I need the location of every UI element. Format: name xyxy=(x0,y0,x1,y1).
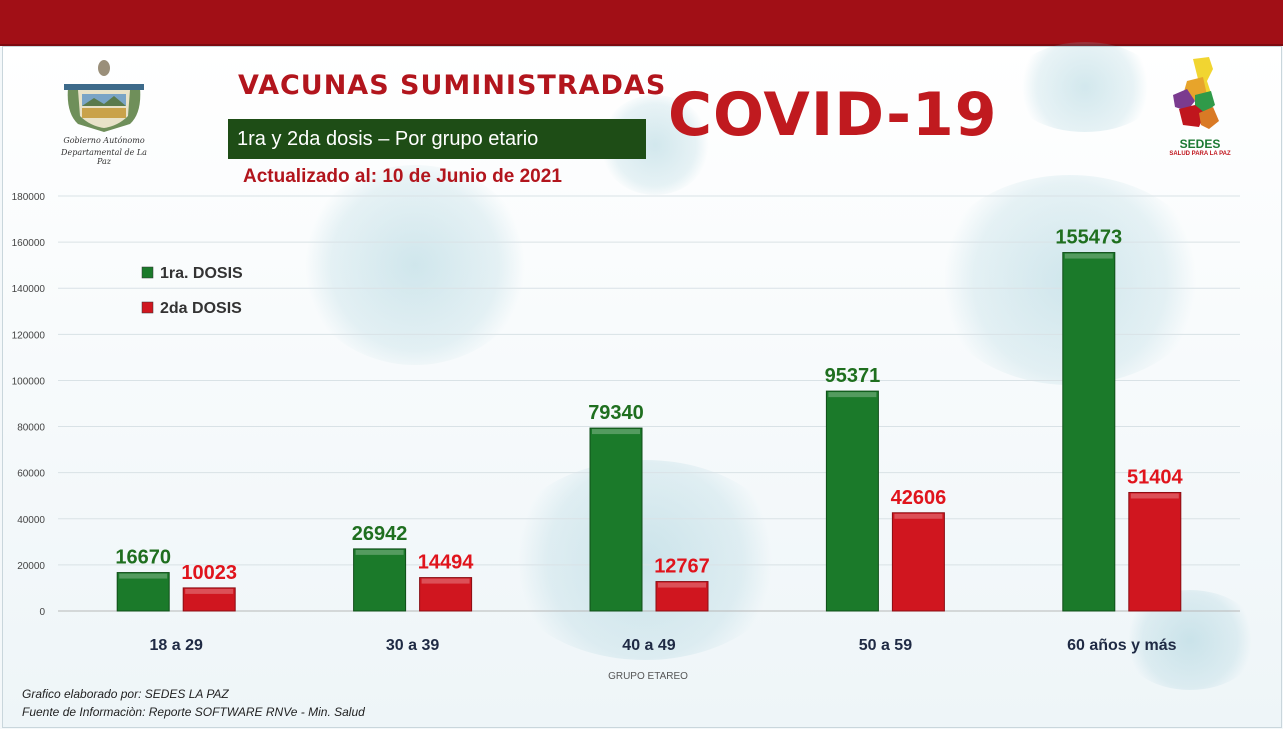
main-title: VACUNAS SUMINISTRADAS xyxy=(238,70,667,101)
legend-swatch-dose2 xyxy=(141,301,154,314)
y-tick-label: 0 xyxy=(39,607,45,618)
data-label-dose1: 79340 xyxy=(588,402,644,424)
updated-date: Actualizado al: 10 de Junio de 2021 xyxy=(243,166,562,187)
bar-dose2 xyxy=(1128,491,1182,612)
bars xyxy=(116,252,1182,612)
bar-highlight xyxy=(828,392,877,398)
y-tick-label: 120000 xyxy=(12,330,46,341)
bar-highlight xyxy=(894,513,943,519)
y-tick-label: 140000 xyxy=(12,284,46,295)
x-axis-title: GRUPO ETAREO xyxy=(608,671,688,682)
category-label: 40 a 49 xyxy=(622,637,675,654)
data-label-dose2: 14494 xyxy=(418,552,474,574)
bar-highlight xyxy=(421,578,470,584)
y-tick-label: 160000 xyxy=(12,238,46,249)
category-label: 60 años y más xyxy=(1067,637,1177,654)
bar-dose2 xyxy=(891,512,945,612)
y-tick-label: 40000 xyxy=(17,515,45,526)
top-bar xyxy=(0,0,1283,46)
data-label-dose1: 16670 xyxy=(115,547,171,569)
category-label: 18 a 29 xyxy=(150,637,203,654)
bar-dose1 xyxy=(825,390,879,612)
gobierno-coat-of-arms-logo: Gobierno Autónomo Departamental de La Pa… xyxy=(56,58,152,166)
virus-decoration xyxy=(500,460,790,660)
bar-highlight xyxy=(119,573,168,579)
data-labels: 16670 10023 26942 14494 79340 12767 95371 42606… xyxy=(115,227,1183,584)
y-tick-label: 20000 xyxy=(17,561,45,572)
legend: 1ra. DOSIS 2da DOSIS xyxy=(141,265,243,317)
bar-highlight xyxy=(185,588,234,594)
sedes-label: SEDES xyxy=(1179,137,1221,151)
bar-dose2 xyxy=(655,581,709,612)
bar-dose2 xyxy=(419,577,473,612)
legend-label-dose2: 2da DOSIS xyxy=(160,300,242,317)
covid-title: COVID-19 xyxy=(668,80,998,150)
data-label-dose1: 155473 xyxy=(1055,227,1122,249)
bar-dose1 xyxy=(589,427,643,612)
credit-author: Grafico elaborado por: SEDES LA PAZ xyxy=(22,687,229,701)
coat-of-arms-icon xyxy=(64,60,144,132)
y-axis-ticks: 0 20000 40000 60000 80000 100000 120000 140000 1… xyxy=(12,192,46,618)
virus-decoration xyxy=(1010,42,1160,132)
bar-dose1 xyxy=(1062,252,1116,612)
legend-label-dose1: 1ra. DOSIS xyxy=(160,265,243,282)
data-label-dose2: 10023 xyxy=(181,562,237,584)
data-label-dose1: 26942 xyxy=(352,523,408,545)
bar-highlight xyxy=(1064,253,1113,259)
logo-caption-line1: Gobierno Autónomo xyxy=(63,136,145,145)
bar-dose1 xyxy=(353,548,407,612)
y-tick-label: 180000 xyxy=(12,192,46,203)
data-label-dose2: 51404 xyxy=(1127,466,1183,488)
y-tick-label: 100000 xyxy=(12,376,46,387)
sedes-logo: SEDES SALUD PARA LA PAZ xyxy=(1165,55,1235,161)
data-label-dose2: 12767 xyxy=(654,556,710,578)
grid-lines xyxy=(58,195,1240,612)
x-axis-categories: 18 a 29 30 a 39 40 a 49 50 a 59 60 años y má… xyxy=(150,637,1177,654)
logo-caption-line2: Departamental de La Paz xyxy=(61,148,147,166)
bar-highlight xyxy=(1130,493,1179,499)
data-label-dose1: 95371 xyxy=(825,365,881,387)
y-tick-label: 80000 xyxy=(17,423,45,434)
subtitle-banner: 1ra y 2da dosis – Por grupo etario xyxy=(228,119,646,159)
data-label-dose2: 42606 xyxy=(891,487,947,509)
bar-highlight xyxy=(658,582,706,588)
bar-dose2 xyxy=(182,587,236,612)
bar-highlight xyxy=(355,549,404,555)
bar-highlight xyxy=(592,429,640,435)
sedes-subtitle: SALUD PARA LA PAZ xyxy=(1169,151,1231,157)
la-paz-map-icon xyxy=(1173,57,1219,129)
category-label: 50 a 59 xyxy=(859,637,912,654)
category-label: 30 a 39 xyxy=(386,637,439,654)
virus-decoration xyxy=(300,165,530,365)
credits: Grafico elaborado por: SEDES LA PAZ Fuen… xyxy=(22,685,365,721)
credit-source: Fuente de Informaciòn: Reporte SOFTWARE … xyxy=(22,705,365,719)
bar-dose1 xyxy=(116,572,170,612)
legend-swatch-dose1 xyxy=(141,266,154,279)
y-tick-label: 60000 xyxy=(17,469,45,480)
